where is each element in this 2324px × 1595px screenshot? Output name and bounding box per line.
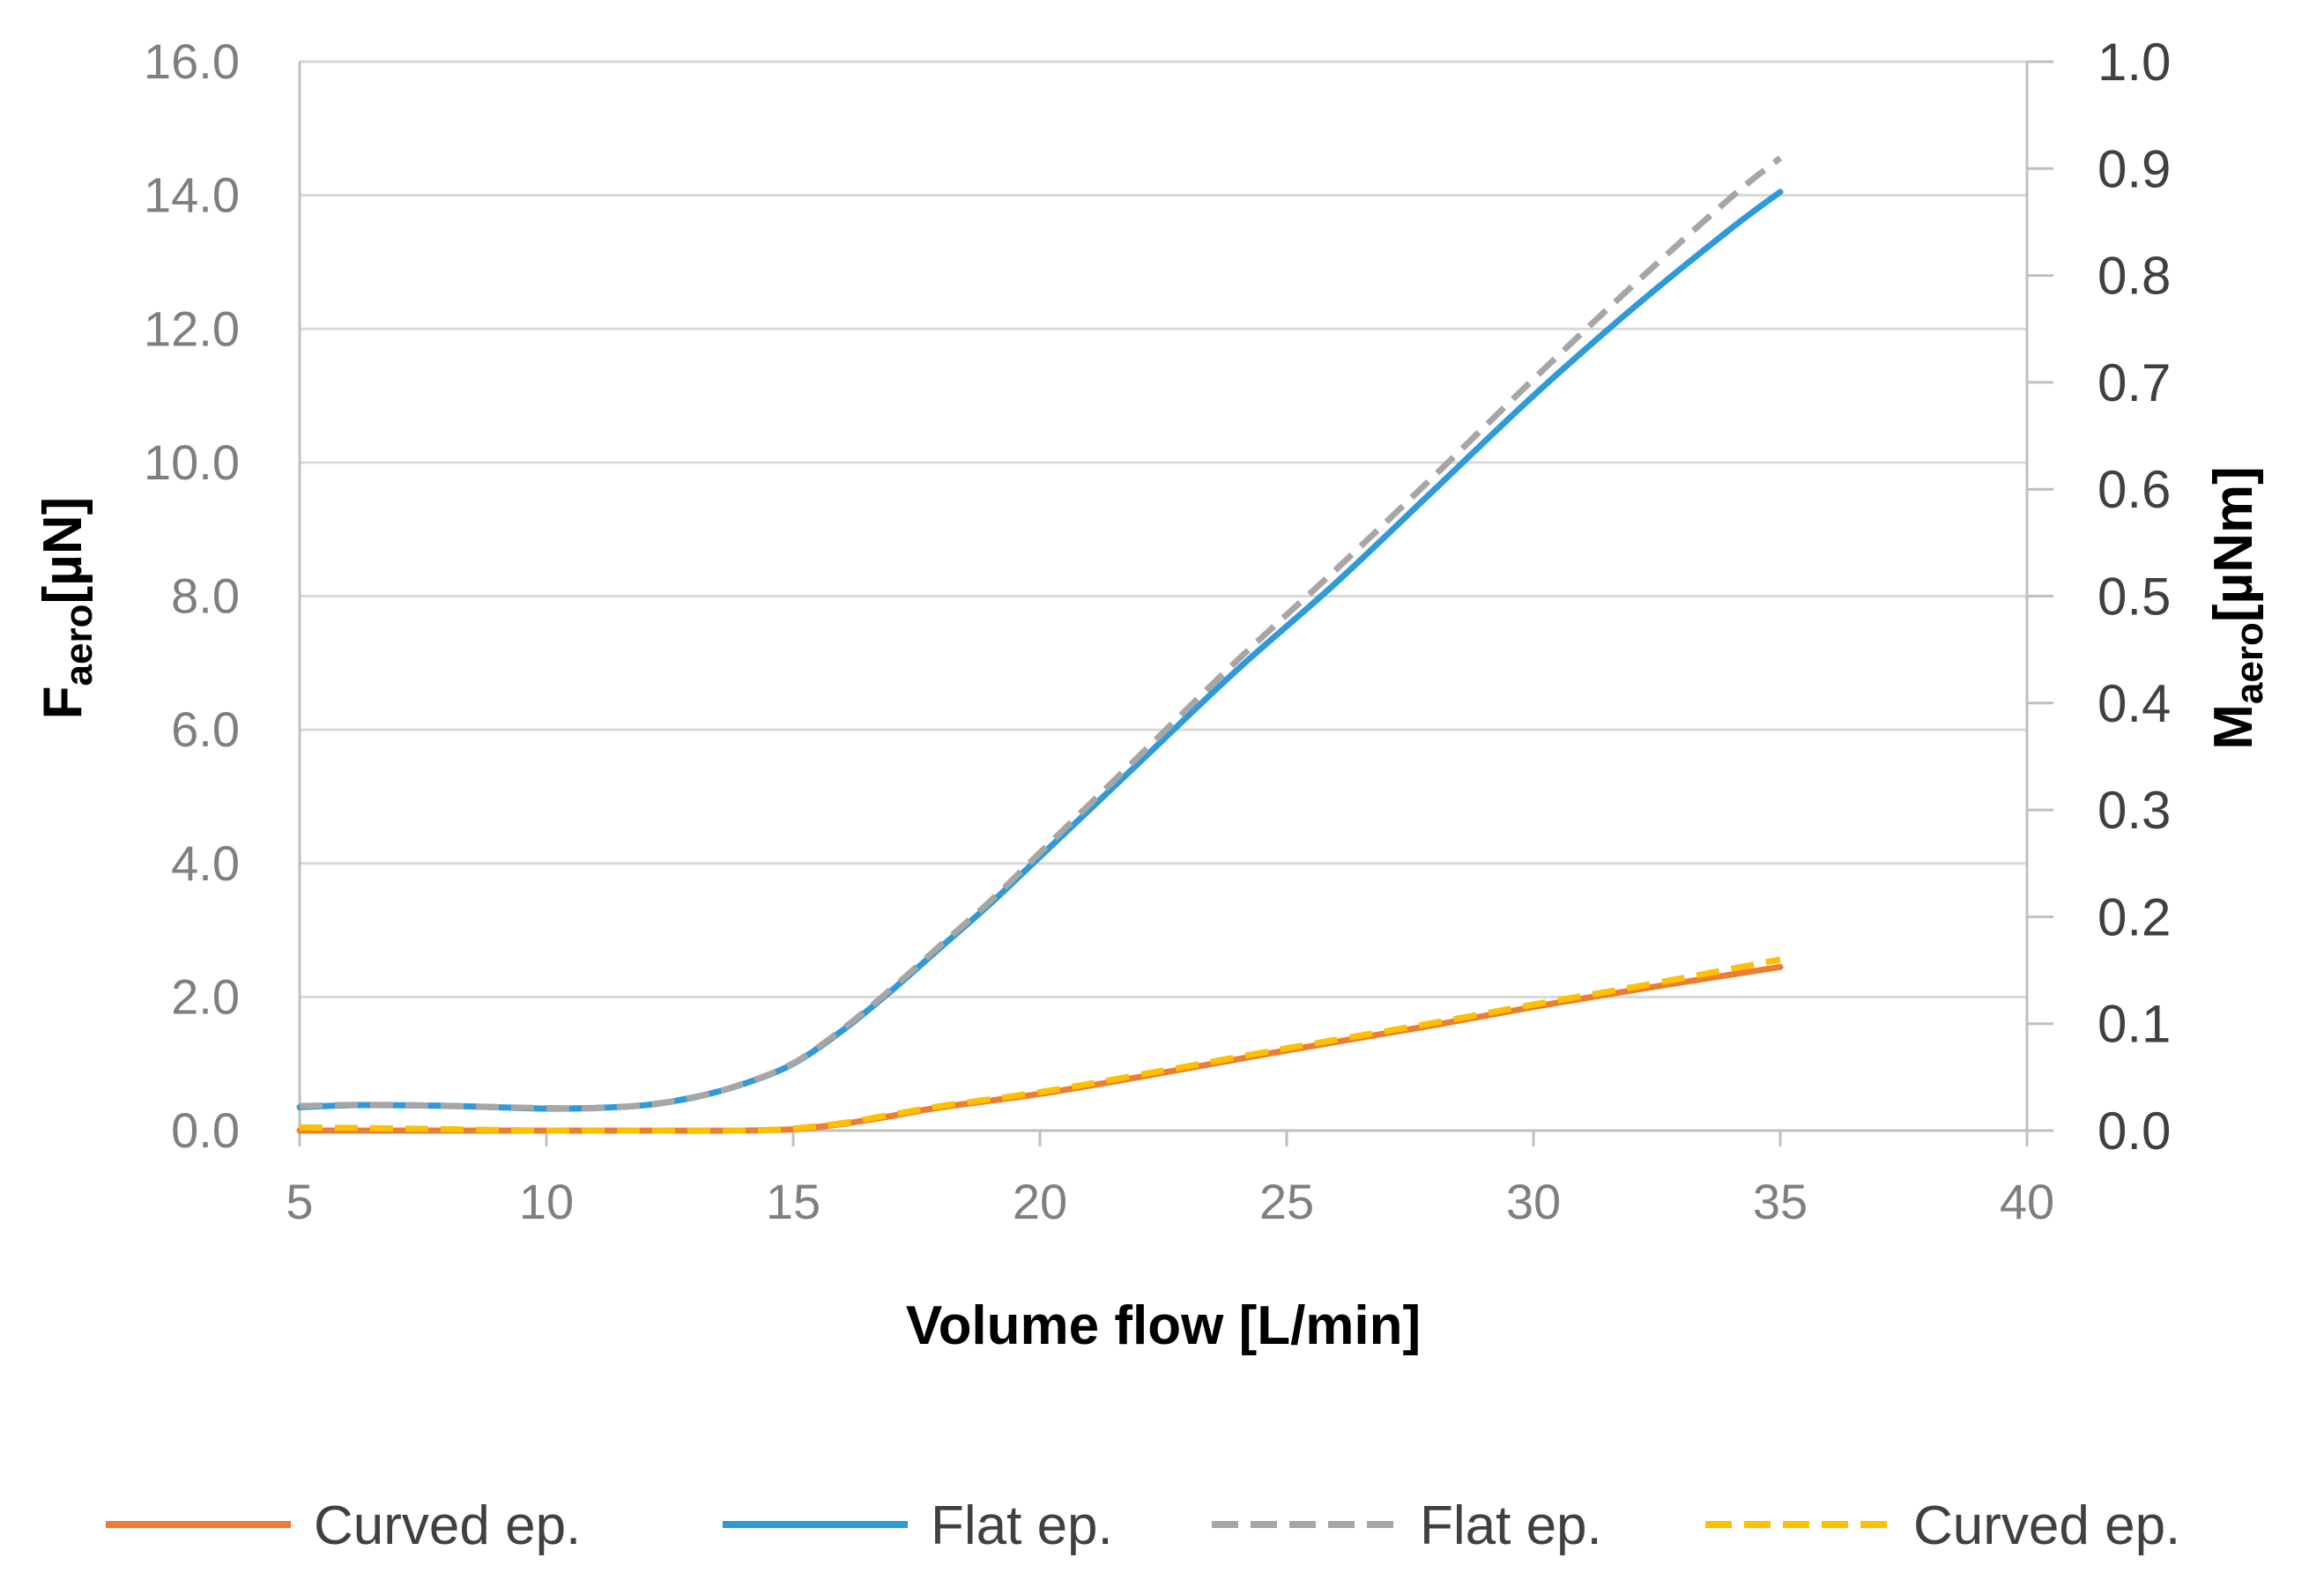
x-tick-label-0: 5 [286,1174,313,1229]
series-line-2 [299,155,1783,1112]
x-tick-label-6: 35 [1753,1174,1808,1229]
right-y-axis-title-sub: aero [2228,622,2271,704]
x-tick-label-1: 10 [519,1174,574,1229]
data-series [296,155,1784,1134]
right-tick-label-10: 1.0 [2098,33,2171,92]
x-tick-label-4: 25 [1259,1174,1314,1229]
right-tick-label-5: 0.5 [2098,568,2171,627]
x-tick-label-5: 30 [1506,1174,1561,1229]
right-tick-label-8: 0.8 [2098,247,2171,306]
left-tick-label-0: 0.0 [171,1102,240,1158]
legend-label-0: Curved ep. [314,1495,581,1556]
legend: Curved ep. Flat ep. Flat ep. Curved ep. [106,1495,2180,1556]
x-tick-label-7: 40 [2000,1174,2054,1229]
left-tick-label-4: 8.0 [171,568,240,624]
right-tick-label-3: 0.3 [2098,781,2171,840]
right-y-axis-title-main: M [2203,704,2264,750]
right-y-axis-title-unit: [µNm] [2203,466,2264,622]
x-tick-label-3: 20 [1013,1174,1067,1229]
axes [298,60,2053,1146]
right-tick-label-0: 0.0 [2098,1102,2171,1161]
left-y-axis-title-main: F [33,686,93,719]
right-tick-label-4: 0.4 [2098,674,2171,733]
left-tick-label-2: 4.0 [171,835,240,891]
right-tick-label-7: 0.7 [2098,353,2171,412]
right-tick-label-6: 0.6 [2098,460,2171,519]
right-y-tick-labels: 0.0 0.1 0.2 0.3 0.4 0.5 0.6 0.7 0.8 0.9 1.0 [2098,33,2171,1161]
series-line-0 [296,963,1784,1134]
left-tick-label-8: 16.0 [144,33,240,89]
right-tick-label-2: 0.2 [2098,887,2171,946]
right-tick-label-9: 0.9 [2098,139,2171,198]
left-tick-label-6: 12.0 [144,300,240,356]
x-tick-labels: 5 10 15 20 25 30 35 40 [286,1174,2054,1229]
left-y-axis-title-sub: aero [57,604,100,686]
legend-label-1: Flat ep. [931,1495,1113,1556]
x-tick-label-2: 15 [766,1174,820,1229]
grid-lines [300,60,2027,1132]
left-y-axis-title: Faero[µN] [33,497,100,720]
left-y-axis-title-unit: [µN] [33,497,93,605]
x-axis-title: Volume flow [L/min] [906,1295,1421,1356]
right-y-axis-title: Maero[µNm] [2203,466,2271,750]
legend-label-2: Flat ep. [1420,1495,1602,1556]
left-tick-label-7: 14.0 [144,167,240,223]
left-tick-label-5: 10.0 [144,434,240,490]
left-tick-label-3: 6.0 [171,701,240,757]
right-tick-label-1: 0.1 [2098,995,2171,1054]
left-tick-label-1: 2.0 [171,968,240,1024]
left-y-tick-labels: 0.0 2.0 4.0 6.0 8.0 10.0 12.0 14.0 16.0 [144,33,240,1158]
legend-label-3: Curved ep. [1913,1495,2180,1556]
